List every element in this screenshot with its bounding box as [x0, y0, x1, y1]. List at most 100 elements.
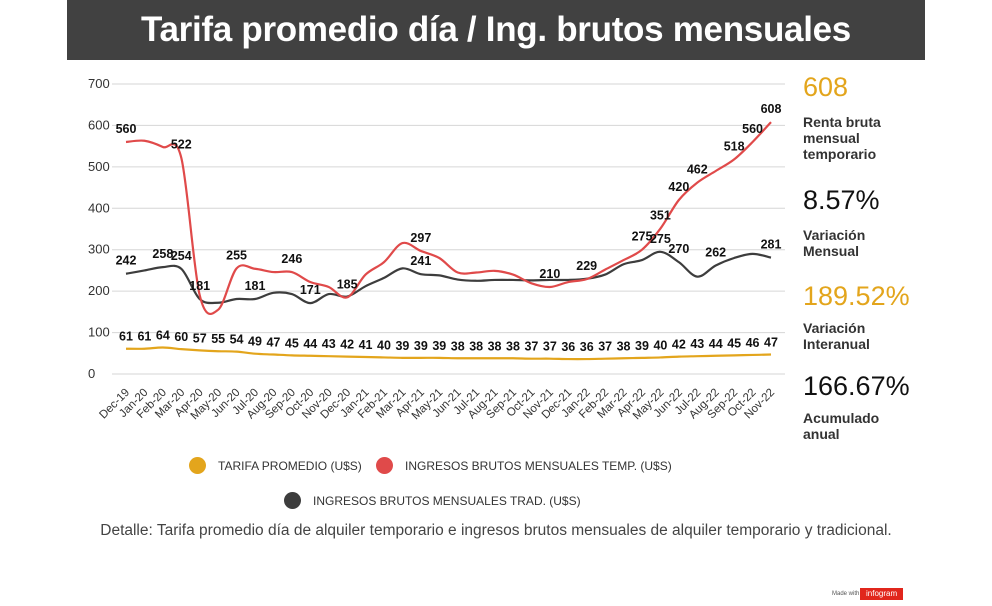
- legend-label-temp: INGRESOS BRUTOS MENSUALES TEMP. (U$S): [405, 458, 672, 473]
- data-label-trad: 242: [116, 254, 137, 268]
- data-label-temp: 560: [742, 122, 763, 136]
- stat-var-mensual: 8.57% Variación Mensual: [803, 185, 883, 259]
- series-temp-line: [125, 121, 772, 315]
- data-label-tarifa: 57: [193, 331, 207, 345]
- data-label-tarifa: 39: [414, 339, 428, 353]
- data-label-tarifa: 40: [653, 338, 667, 352]
- data-label-tarifa: 55: [211, 332, 225, 346]
- data-label-temp: 185: [337, 277, 358, 291]
- chart-title: Tarifa promedio día / Ing. brutos mensua…: [141, 10, 851, 49]
- data-label-tarifa: 39: [395, 339, 409, 353]
- y-tick-label: 200: [88, 283, 110, 298]
- data-label-trad: 270: [668, 242, 689, 256]
- data-label-trad: 254: [171, 249, 192, 263]
- legend-item-tarifa: TARIFA PROMEDIO (U$S): [189, 457, 362, 474]
- data-label-temp: 462: [687, 163, 708, 177]
- stat-var-interanual-value: 189.52%: [803, 281, 910, 311]
- data-label-tarifa: 45: [285, 336, 299, 350]
- data-label-tarifa: 37: [524, 340, 538, 354]
- line-chart: 0100200300400500600700Dec-19Jan-20Feb-20…: [88, 76, 785, 422]
- title-bar: Tarifa promedio día / Ing. brutos mensua…: [67, 0, 925, 60]
- infogram-logo[interactable]: infogram: [860, 588, 904, 600]
- legend-dot-trad: [284, 492, 301, 509]
- stat-acumulado: 166.67% Acumulado anual: [803, 371, 910, 442]
- legend-item-trad: INGRESOS BRUTOS MENSUALES TRAD. (U$S): [284, 492, 581, 509]
- data-label-temp: 518: [724, 139, 745, 153]
- data-label-temp: 246: [281, 252, 302, 266]
- series-tarifa-line: [125, 346, 772, 361]
- data-label-tarifa: 47: [266, 336, 280, 350]
- data-label-tarifa: 40: [377, 338, 391, 352]
- y-tick-label: 0: [88, 366, 95, 381]
- data-label-tarifa: 46: [746, 336, 760, 350]
- data-label-tarifa: 38: [506, 339, 520, 353]
- data-label-temp: 255: [226, 248, 247, 262]
- stat-var-mensual-label: Variación Mensual: [803, 227, 866, 259]
- data-label-tarifa: 45: [727, 336, 741, 350]
- data-label-trad: 171: [300, 283, 321, 297]
- detail-caption: Detalle: Tarifa promedio día de alquiler…: [100, 522, 892, 539]
- data-label-temp: 560: [116, 122, 137, 136]
- stat-var-mensual-value: 8.57%: [803, 185, 880, 215]
- legend-label-trad: INGRESOS BRUTOS MENSUALES TRAD. (U$S): [313, 493, 581, 508]
- data-label-tarifa: 61: [119, 330, 133, 344]
- data-label-tarifa: 38: [617, 339, 631, 353]
- legend-dot-tarifa: [189, 457, 206, 474]
- data-label-tarifa: 38: [469, 339, 483, 353]
- data-label-temp: 210: [539, 267, 560, 281]
- stat-acumulado-label: Acumulado anual: [803, 410, 880, 442]
- data-label-tarifa: 44: [303, 337, 317, 351]
- stat-acumulado-value: 166.67%: [803, 371, 910, 401]
- stat-var-interanual: 189.52% Variación Interanual: [803, 281, 910, 352]
- data-label-trad: 181: [245, 279, 266, 293]
- data-label-tarifa: 64: [156, 328, 170, 342]
- legend-label-tarifa: TARIFA PROMEDIO (U$S): [218, 458, 362, 473]
- data-label-trad: 275: [650, 232, 671, 246]
- data-label-tarifa: 37: [598, 340, 612, 354]
- data-label-tarifa: 39: [432, 339, 446, 353]
- data-label-tarifa: 61: [137, 330, 151, 344]
- y-tick-label: 400: [88, 200, 110, 215]
- data-label-tarifa: 54: [230, 333, 244, 347]
- series-trad-line: [125, 250, 772, 305]
- data-label-tarifa: 36: [561, 340, 575, 354]
- data-label-trad: 241: [410, 254, 431, 268]
- data-label-tarifa: 37: [543, 340, 557, 354]
- stat-renta-label: Renta bruta mensual temporario: [803, 114, 881, 162]
- data-label-tarifa: 49: [248, 335, 262, 349]
- data-label-tarifa: 42: [340, 338, 354, 352]
- data-label-temp: 229: [576, 259, 597, 273]
- data-label-tarifa: 47: [764, 336, 778, 350]
- y-tick-label: 300: [88, 242, 110, 257]
- y-tick-label: 600: [88, 117, 110, 132]
- made-with-text: Made with: [832, 591, 860, 597]
- data-label-temp: 351: [650, 209, 671, 223]
- data-label-tarifa: 39: [635, 339, 649, 353]
- data-label-trad: 281: [761, 238, 782, 252]
- data-label-tarifa: 44: [709, 337, 723, 351]
- y-tick-label: 100: [88, 325, 110, 340]
- data-label-tarifa: 60: [174, 330, 188, 344]
- data-label-tarifa: 43: [690, 337, 704, 351]
- data-label-trad: 181: [189, 279, 210, 293]
- y-tick-label: 500: [88, 159, 110, 174]
- data-label-temp: 297: [410, 231, 431, 245]
- data-label-temp: 608: [761, 102, 782, 116]
- data-label-temp: 275: [632, 230, 653, 244]
- data-label-tarifa: 38: [488, 339, 502, 353]
- data-label-tarifa: 36: [580, 340, 594, 354]
- data-label-temp: 522: [171, 138, 192, 152]
- stat-var-interanual-label: Variación Interanual: [803, 320, 870, 352]
- y-tick-label: 700: [88, 76, 110, 91]
- legend-item-temp: INGRESOS BRUTOS MENSUALES TEMP. (U$S): [376, 457, 672, 474]
- stat-renta: 608 Renta bruta mensual temporario: [803, 72, 903, 162]
- stat-renta-value: 608: [803, 72, 849, 102]
- data-label-tarifa: 43: [322, 337, 336, 351]
- data-label-tarifa: 38: [451, 339, 465, 353]
- legend-dot-temp: [376, 457, 393, 474]
- data-label-temp: 420: [668, 180, 689, 194]
- data-label-trad: 258: [152, 247, 173, 261]
- data-label-tarifa: 41: [359, 338, 373, 352]
- data-label-trad: 262: [705, 245, 726, 259]
- data-label-tarifa: 42: [672, 338, 686, 352]
